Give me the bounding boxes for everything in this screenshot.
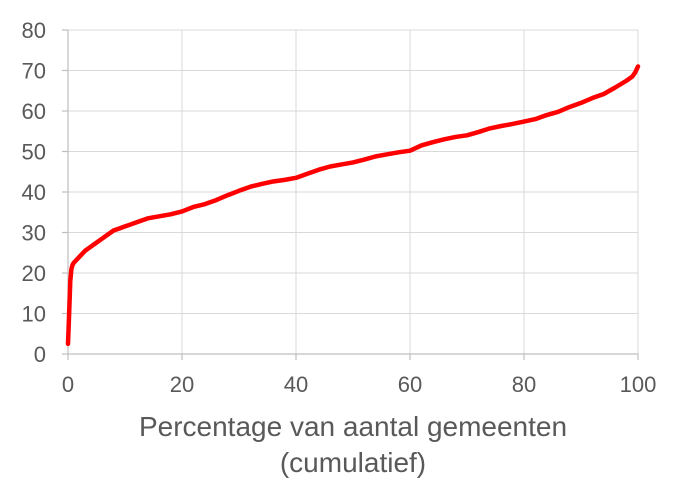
y-tick-label: 10 [22,302,46,327]
y-tick-label: 20 [22,261,46,286]
y-tick-label: 30 [22,221,46,246]
tick-labels: 0 10 20 30 40 50 60 70 80 0 20 40 60 80 100 [22,18,657,397]
x-tick-label: 20 [170,372,194,397]
y-tick-label: 50 [22,140,46,165]
x-tick-label: 80 [512,372,536,397]
y-tick-label: 60 [22,99,46,124]
series-line [65,64,641,347]
x-axis-title-line-2: (cumulatief) [280,447,426,478]
grid [68,29,639,354]
axes [62,29,639,360]
x-axis-title-line-1: Percentage van aantal gemeenten [139,411,567,442]
x-tick-label: 100 [620,372,657,397]
x-tick-label: 60 [398,372,422,397]
y-tick-label: 40 [22,180,46,205]
y-tick-label: 0 [34,342,46,367]
y-tick-label: 80 [22,18,46,43]
y-tick-label: 70 [22,59,46,84]
series-layer [65,64,641,347]
x-tick-label: 40 [284,372,308,397]
x-tick-label: 0 [62,372,74,397]
